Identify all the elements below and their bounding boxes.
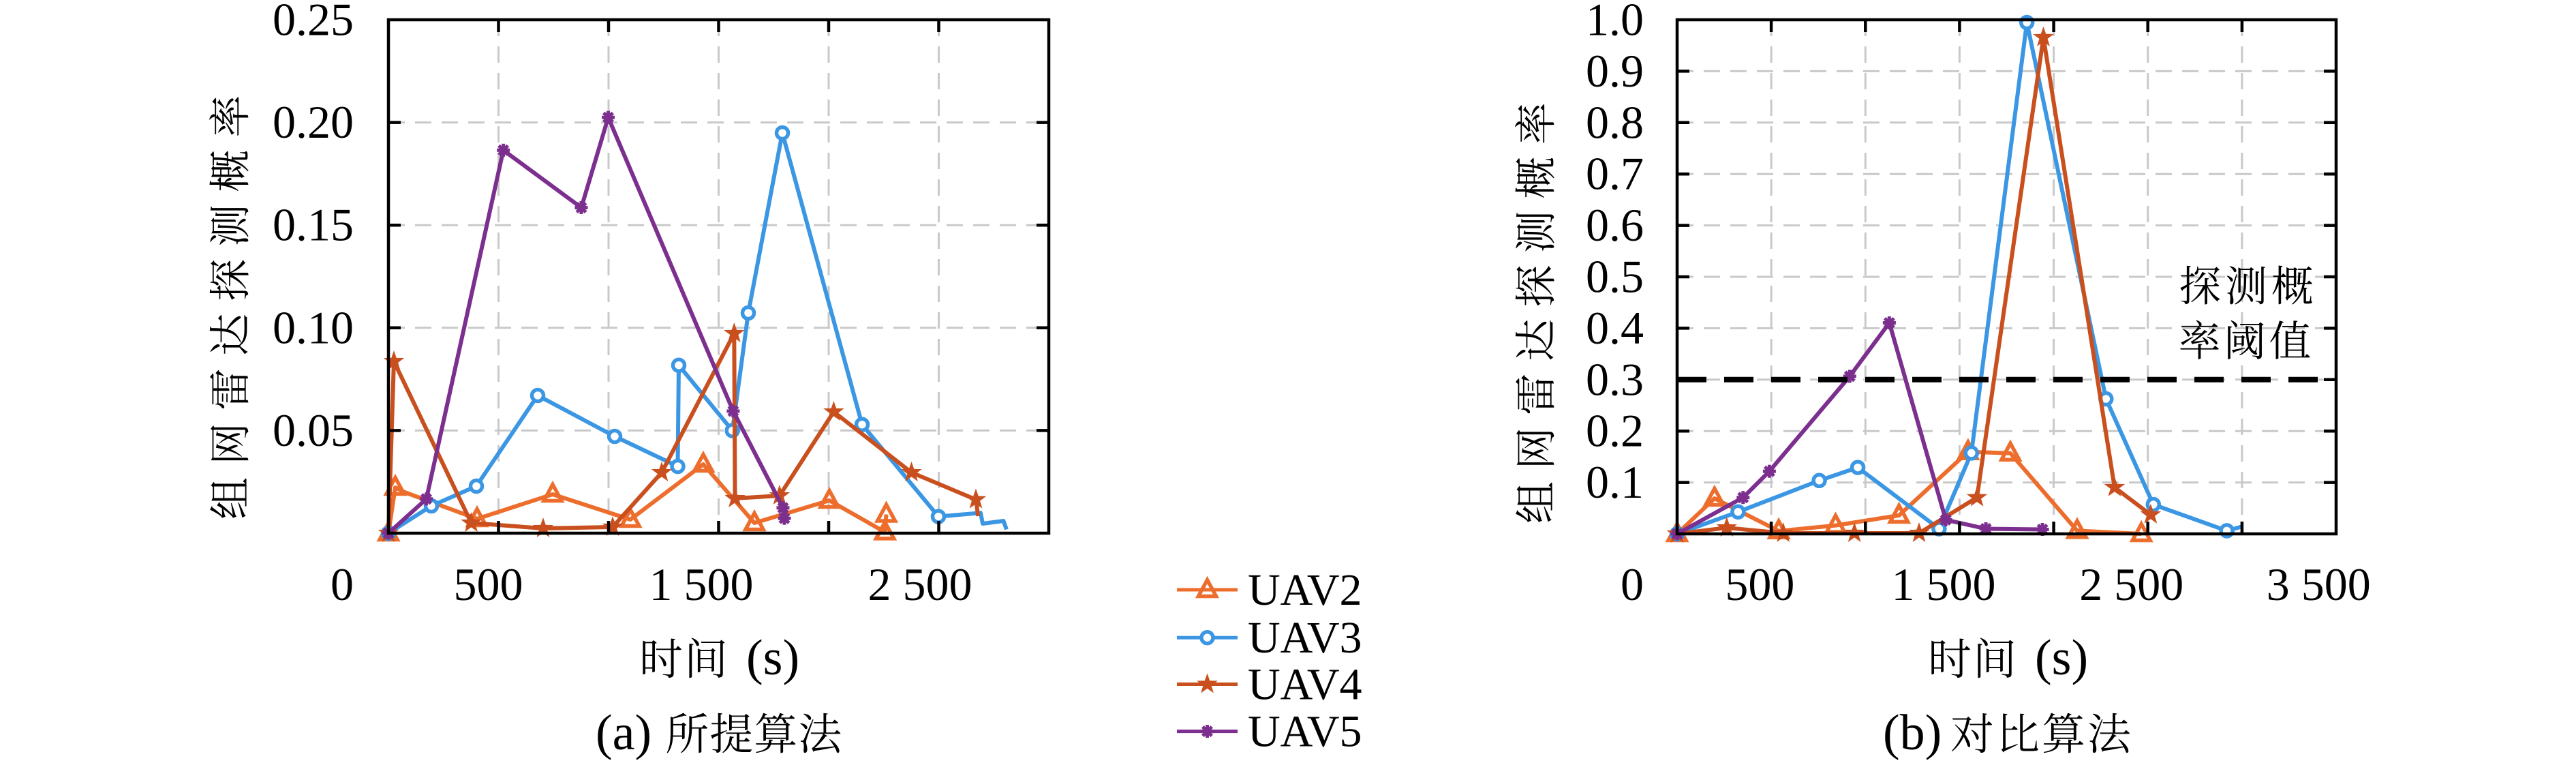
svg-text:0.9: 0.9 <box>1586 45 1644 97</box>
svg-text:UAV5: UAV5 <box>1248 707 1362 757</box>
svg-text:0.1: 0.1 <box>1586 456 1644 508</box>
svg-text:1 500: 1 500 <box>649 558 754 610</box>
svg-text:(b): (b) <box>1883 705 1942 761</box>
svg-text:0.3: 0.3 <box>1586 353 1644 405</box>
svg-text:0.5: 0.5 <box>1586 251 1644 303</box>
svg-text:500: 500 <box>454 558 523 610</box>
svg-text:0: 0 <box>1621 558 1644 610</box>
svg-text:(s): (s) <box>746 630 799 686</box>
svg-text:3 500: 3 500 <box>2267 558 2371 610</box>
svg-text:2 500: 2 500 <box>868 558 972 610</box>
svg-text:0.05: 0.05 <box>273 404 354 456</box>
svg-text:UAV4: UAV4 <box>1248 660 1362 710</box>
svg-text:0.7: 0.7 <box>1586 148 1644 200</box>
svg-text:1.0: 1.0 <box>1586 0 1644 46</box>
svg-text:0.6: 0.6 <box>1586 199 1644 251</box>
svg-text:500: 500 <box>1725 558 1794 610</box>
svg-text:0.8: 0.8 <box>1586 96 1644 148</box>
svg-text:0.4: 0.4 <box>1586 302 1644 354</box>
svg-text:0.25: 0.25 <box>273 0 354 46</box>
svg-text:0.2: 0.2 <box>1586 405 1644 457</box>
svg-text:UAV2: UAV2 <box>1248 565 1362 615</box>
svg-text:0: 0 <box>331 558 354 610</box>
svg-text:2 500: 2 500 <box>2079 558 2183 610</box>
svg-text:0.15: 0.15 <box>273 199 354 251</box>
svg-text:0.10: 0.10 <box>273 301 354 353</box>
svg-text:(s): (s) <box>2035 630 2088 686</box>
svg-text:UAV3: UAV3 <box>1248 613 1362 663</box>
svg-text:1 500: 1 500 <box>1892 558 1996 610</box>
svg-text:0.20: 0.20 <box>273 96 354 148</box>
svg-text:(a): (a) <box>596 705 651 761</box>
